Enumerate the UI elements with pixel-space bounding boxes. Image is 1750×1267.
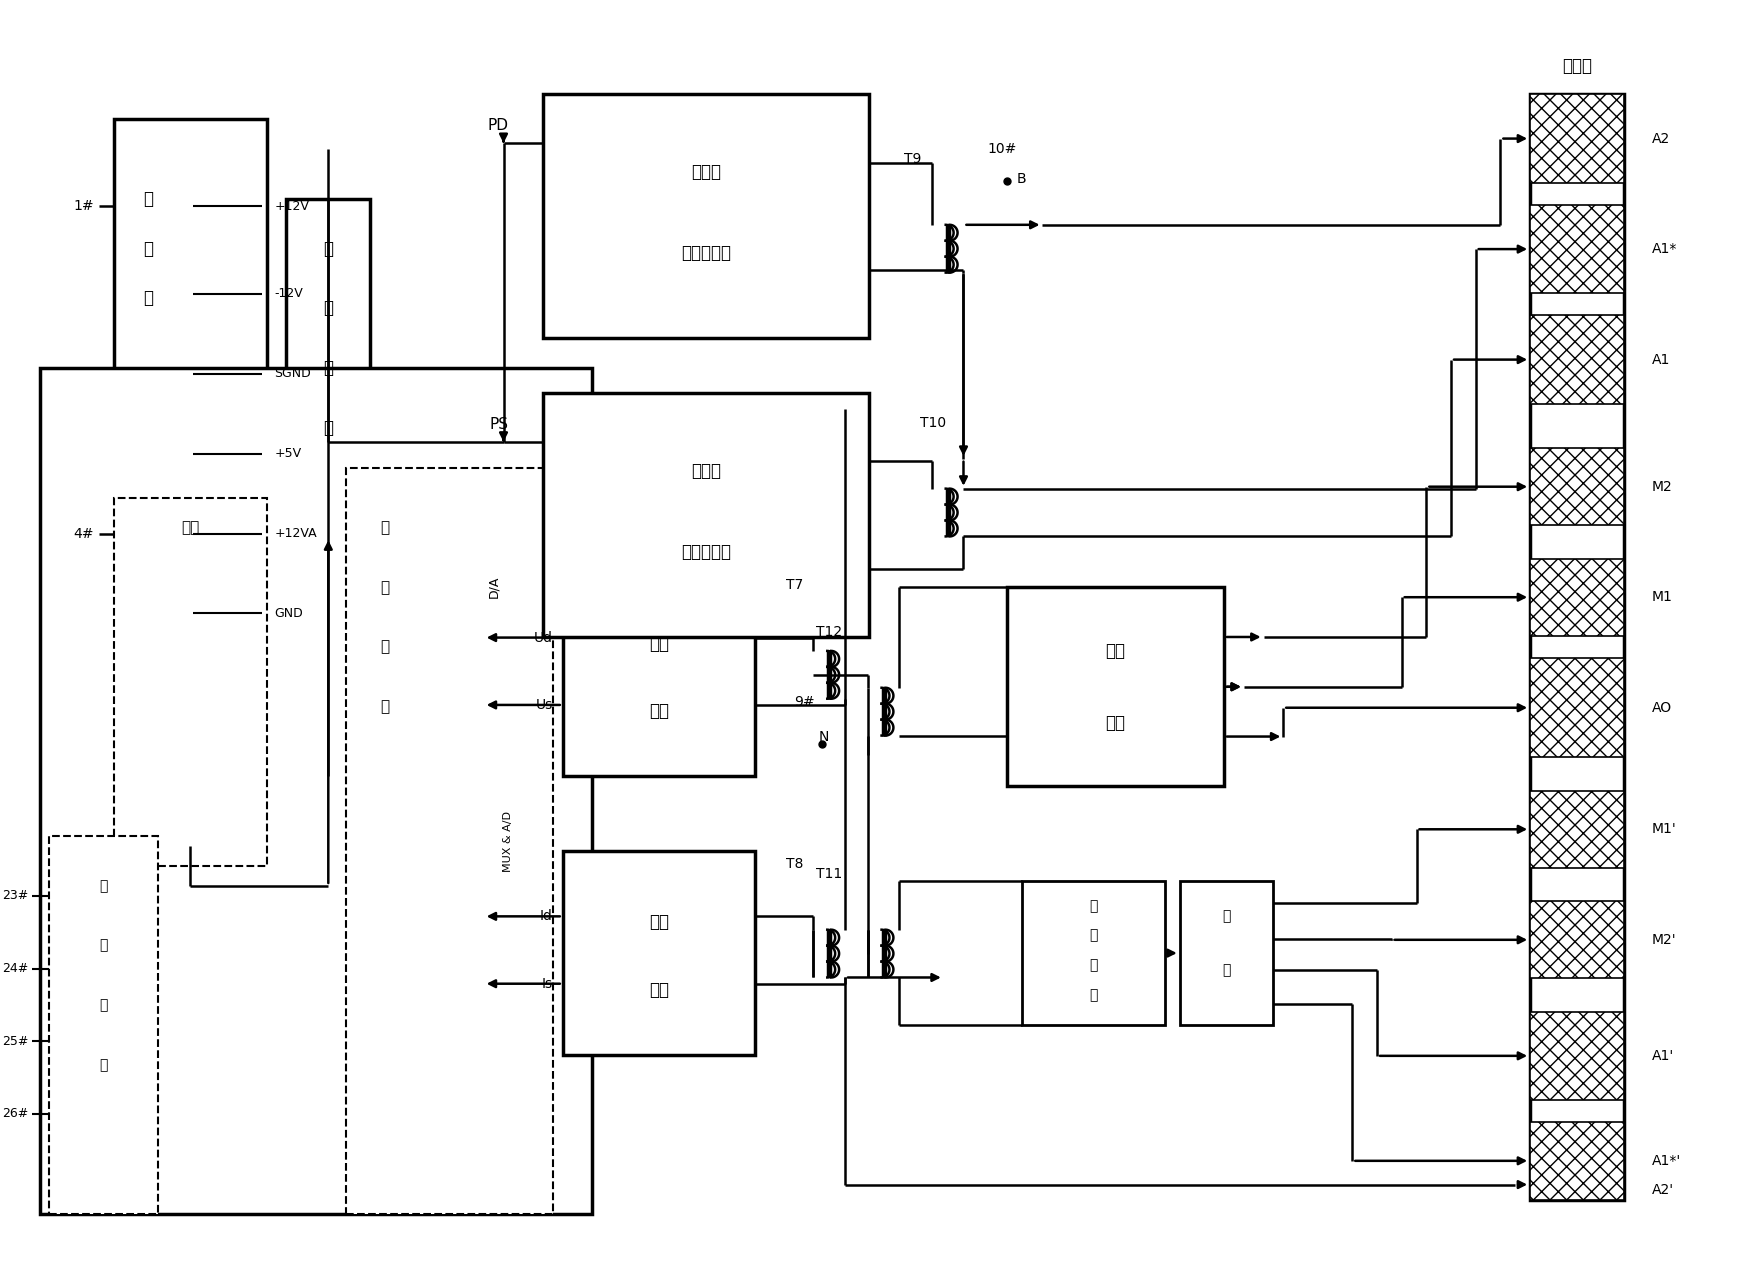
Text: A2': A2' (1652, 1182, 1673, 1196)
Bar (542, 94, 868, 338)
Text: M1: M1 (1652, 590, 1673, 604)
Bar (455, 478, 534, 697)
Text: 测量: 测量 (649, 702, 668, 720)
Text: A1': A1' (1652, 1049, 1673, 1063)
Text: 电压: 电压 (649, 635, 668, 653)
Text: A1*: A1* (1652, 242, 1676, 256)
Bar (1530, 658, 1624, 758)
Bar (287, 199, 371, 537)
Text: 4#: 4# (74, 527, 94, 541)
Bar (1530, 94, 1624, 1200)
Text: 控: 控 (1088, 898, 1097, 912)
Text: 辅助: 辅助 (1106, 642, 1125, 660)
Text: AO: AO (1652, 701, 1671, 715)
Text: 监控: 监控 (1106, 713, 1125, 731)
Text: M2: M2 (1652, 480, 1673, 494)
Text: -12V: -12V (275, 288, 303, 300)
Text: 通: 通 (100, 879, 108, 893)
Text: 接: 接 (100, 998, 108, 1012)
Text: 浅侧向: 浅侧向 (691, 462, 721, 480)
Text: 板: 板 (144, 289, 154, 308)
Text: 电: 电 (1088, 959, 1097, 973)
Bar (1530, 1011, 1624, 1100)
Text: 测量: 测量 (649, 981, 668, 998)
Text: 深侧向: 深侧向 (691, 163, 721, 181)
Text: M2': M2' (1652, 933, 1676, 946)
Text: MUX & A/D: MUX & A/D (504, 811, 513, 872)
Text: 制: 制 (324, 419, 332, 437)
Text: T8: T8 (786, 856, 803, 870)
Text: 处: 处 (380, 640, 390, 655)
Bar (1530, 901, 1624, 978)
Text: T11: T11 (816, 867, 842, 881)
Bar (564, 573, 756, 777)
Bar (1530, 315, 1624, 404)
Text: Us: Us (536, 698, 553, 712)
Text: +12V: +12V (275, 200, 310, 213)
Text: T9: T9 (905, 152, 922, 166)
Text: T7: T7 (786, 578, 803, 592)
Bar (114, 119, 266, 846)
Bar (1530, 1123, 1624, 1200)
Text: Is: Is (542, 977, 553, 991)
Text: 频: 频 (324, 239, 332, 257)
Text: 号: 号 (380, 580, 390, 594)
Text: Id: Id (541, 910, 553, 924)
Text: 1#: 1# (74, 199, 94, 213)
Text: 口: 口 (100, 1058, 108, 1072)
Text: 9#: 9# (794, 694, 816, 708)
Text: 理: 理 (380, 699, 390, 715)
Text: 衰: 衰 (1222, 908, 1230, 922)
Bar (1530, 449, 1624, 526)
Text: 路: 路 (1088, 988, 1097, 1002)
Text: A1*': A1*' (1652, 1154, 1680, 1168)
Bar (40, 369, 592, 1215)
Bar (1530, 791, 1624, 868)
Text: 制: 制 (1088, 929, 1097, 943)
Text: A1: A1 (1652, 352, 1670, 366)
Text: 减: 减 (1222, 963, 1230, 978)
Bar (345, 468, 553, 1215)
Text: D/A: D/A (487, 576, 500, 598)
Text: 控制: 控制 (180, 519, 200, 535)
Bar (49, 836, 158, 1215)
Text: T10: T10 (920, 416, 947, 430)
Text: 源: 源 (144, 239, 154, 257)
Text: 率: 率 (324, 299, 332, 318)
Text: 功控电流源: 功控电流源 (681, 245, 732, 262)
Text: +5V: +5V (275, 447, 301, 460)
Text: 控: 控 (324, 359, 332, 378)
Text: 功控电流源: 功控电流源 (681, 542, 732, 560)
Bar (542, 393, 868, 637)
Bar (1180, 881, 1274, 1025)
Text: 电流: 电流 (649, 914, 668, 931)
Text: 24#: 24# (2, 962, 28, 976)
Bar (1530, 559, 1624, 636)
Text: PD: PD (488, 118, 509, 133)
Text: 电极系: 电极系 (1563, 57, 1592, 76)
Text: 23#: 23# (2, 889, 28, 902)
Text: Ud: Ud (534, 631, 553, 645)
Text: A2: A2 (1652, 132, 1670, 146)
Text: 信: 信 (380, 519, 390, 535)
Text: 10#: 10# (987, 142, 1017, 156)
Bar (1530, 94, 1624, 182)
Text: 25#: 25# (2, 1035, 28, 1048)
Text: 信: 信 (100, 939, 108, 953)
Text: 26#: 26# (2, 1107, 28, 1120)
Bar (1006, 587, 1223, 787)
Text: SGND: SGND (275, 367, 312, 380)
Text: GND: GND (275, 607, 303, 620)
Text: B: B (1017, 172, 1027, 186)
Bar (564, 851, 756, 1055)
Text: T12: T12 (816, 625, 842, 639)
Bar (1530, 205, 1624, 293)
Text: +12VA: +12VA (275, 527, 317, 540)
Bar (114, 498, 266, 865)
Text: 电: 电 (144, 190, 154, 208)
Text: PS: PS (490, 417, 509, 432)
Text: N: N (819, 730, 829, 744)
Bar (1022, 881, 1166, 1025)
Text: M1': M1' (1652, 822, 1676, 836)
